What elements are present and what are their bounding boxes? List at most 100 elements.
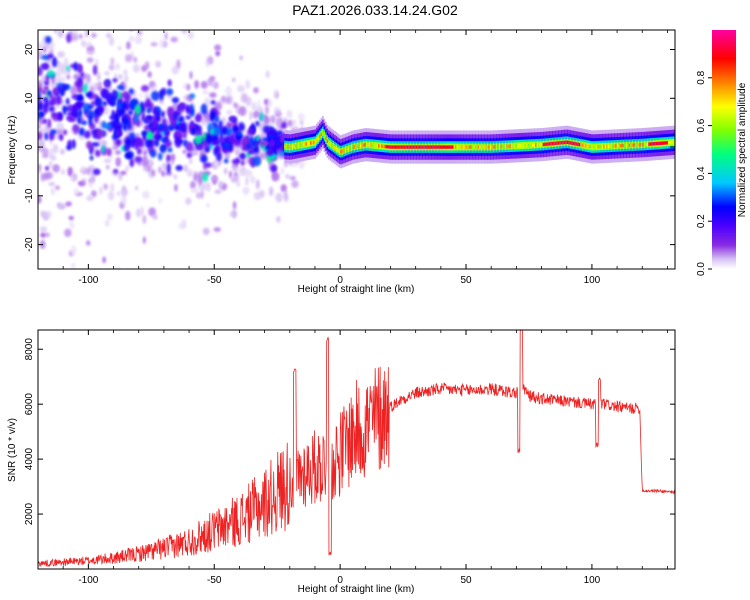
spectrogram-blob bbox=[209, 128, 215, 136]
spectrogram-blob bbox=[57, 112, 63, 121]
spectrogram-speckle bbox=[93, 22, 97, 27]
spectrogram-speckle bbox=[48, 148, 54, 159]
spectrogram-blob bbox=[237, 122, 245, 132]
spectrogram-speckle bbox=[86, 50, 95, 55]
spectrogram-ridge-cell bbox=[384, 144, 386, 149]
spectrogram-ridge-cell bbox=[441, 145, 444, 149]
spectrogram-speckle bbox=[259, 152, 266, 160]
spectrogram-ridge-cell bbox=[533, 143, 536, 147]
spectrogram-blob bbox=[168, 107, 174, 117]
spectrogram-ridge-cell bbox=[402, 145, 404, 149]
spectrogram-speckle bbox=[88, 11, 94, 20]
spectrogram-ridge-cell bbox=[462, 145, 465, 149]
spectrogram-speckle bbox=[107, 190, 115, 201]
spectrogram-ridge-cell bbox=[455, 145, 457, 149]
spectrogram-speckle bbox=[85, 240, 91, 246]
spectrogram-blob bbox=[175, 165, 183, 171]
spectrogram-blob bbox=[112, 78, 118, 83]
spectrogram-ridge-cell bbox=[361, 143, 363, 148]
spectrogram-blob bbox=[267, 149, 274, 157]
spectrogram-blob bbox=[106, 147, 112, 157]
spectrogram-ridge-cell bbox=[364, 143, 367, 147]
spectrogram-ridge-cell bbox=[498, 144, 501, 149]
spectrogram-speckle bbox=[236, 180, 241, 188]
spectrogram-speckle bbox=[187, 172, 194, 177]
spectrogram-blob bbox=[101, 88, 110, 100]
spectrogram-speckle bbox=[249, 110, 253, 121]
snr-xtick-label: -50 bbox=[207, 575, 222, 586]
spectrogram-speckle bbox=[135, 185, 139, 191]
spectrogram-speckle bbox=[205, 59, 210, 68]
spectrogram-ridge-cell bbox=[391, 145, 394, 149]
spectrogram-ridge-cell bbox=[482, 145, 484, 149]
spectrogram-speckle bbox=[107, 213, 113, 221]
spectrogram-blob bbox=[47, 99, 55, 107]
spectrogram-ridge-cell bbox=[666, 141, 669, 145]
spectrogram-ridge-cell bbox=[637, 143, 640, 147]
spectrogram-blob bbox=[91, 142, 100, 147]
spectrogram-blob bbox=[134, 155, 143, 164]
spectrogram-ridge-cell bbox=[329, 142, 332, 146]
spectrogram-blob bbox=[43, 63, 49, 70]
spectrogram-speckle bbox=[276, 216, 281, 223]
spectrogram-speckle bbox=[158, 38, 165, 49]
snr-ytick-label: 2000 bbox=[24, 502, 35, 525]
spectrogram-ridge-cell bbox=[414, 145, 416, 149]
spectrogram-ridge-cell bbox=[495, 145, 498, 149]
spectrogram-ridge-cell bbox=[394, 145, 397, 149]
spectrogram-speckle bbox=[38, 42, 43, 51]
spectrogram-speckle bbox=[193, 170, 198, 181]
spectrogram-speckle bbox=[52, 164, 60, 173]
spectrogram-ridge-cell bbox=[311, 141, 314, 145]
spectrogram-speckle bbox=[280, 167, 285, 175]
spectrogram-speckle bbox=[39, 226, 48, 233]
spectrogram-ridge-cell bbox=[449, 145, 451, 149]
spectrogram-speckle bbox=[245, 79, 251, 90]
spectrogram-ridge-cell bbox=[636, 143, 638, 147]
spectrogram-blob bbox=[212, 140, 220, 146]
spectrogram-speckle bbox=[85, 30, 89, 38]
spectrogram-ridge-cell bbox=[527, 143, 530, 147]
spectrogram-ridge-cell bbox=[672, 140, 675, 145]
spectrogram-blob bbox=[80, 71, 84, 79]
spectrogram-speckle bbox=[36, 3, 40, 9]
snr-ytick-label: 8000 bbox=[24, 338, 35, 361]
spectrogram-speckle bbox=[39, 3, 47, 7]
spectrogram-ridge-cell bbox=[563, 140, 566, 145]
spectrogram-speckle bbox=[275, 192, 283, 203]
spectrogram-speckle bbox=[189, 158, 193, 165]
spectrogram-speckle bbox=[225, 86, 232, 96]
spectrogram-ridge-cell bbox=[507, 144, 510, 148]
snr-xtick-label: 100 bbox=[584, 575, 601, 586]
spectrogram-speckle bbox=[273, 106, 281, 115]
spectrogram-ridge-cell bbox=[299, 143, 302, 147]
spectrogram-ridge-cell bbox=[420, 145, 422, 149]
spectrogram-ridge-cell bbox=[551, 141, 554, 146]
spectrogram-ridge-cell bbox=[615, 144, 617, 148]
spectrogram-speckle bbox=[239, 55, 243, 61]
spectrogram-speckle bbox=[86, 57, 94, 63]
spectrogram-speckle bbox=[190, 188, 199, 193]
spectrogram-ytick-label: 0 bbox=[24, 144, 35, 150]
spectrogram-ridge-cell bbox=[442, 145, 445, 149]
spectrogram-ridge-cell bbox=[512, 144, 515, 148]
spectrogram-blob bbox=[174, 137, 182, 148]
spectrogram-ridge-cell bbox=[358, 144, 360, 148]
spectrogram-speckle bbox=[276, 117, 283, 126]
spectrogram-ridge-cell bbox=[341, 149, 344, 153]
spectrogram-speckle bbox=[253, 87, 259, 94]
spectrogram-speckle bbox=[291, 180, 299, 189]
spectrogram-speckle bbox=[157, 166, 163, 174]
spectrogram-speckle bbox=[71, 262, 76, 269]
spectrogram-blob bbox=[116, 84, 125, 90]
spectrogram-blob bbox=[111, 109, 116, 117]
spectrogram-ridge-cell bbox=[470, 145, 472, 149]
snr-xtick-label: 50 bbox=[460, 575, 472, 586]
spectrogram-speckle bbox=[132, 64, 140, 73]
spectrogram-speckle bbox=[136, 208, 142, 218]
spectrogram-ridge-cell bbox=[356, 144, 359, 148]
spectrogram-speckle bbox=[235, 149, 240, 156]
spectrogram-ridge-cell bbox=[474, 145, 477, 149]
spectrogram-ridge-cell bbox=[547, 142, 549, 146]
spectrogram-speckle bbox=[38, 138, 45, 148]
